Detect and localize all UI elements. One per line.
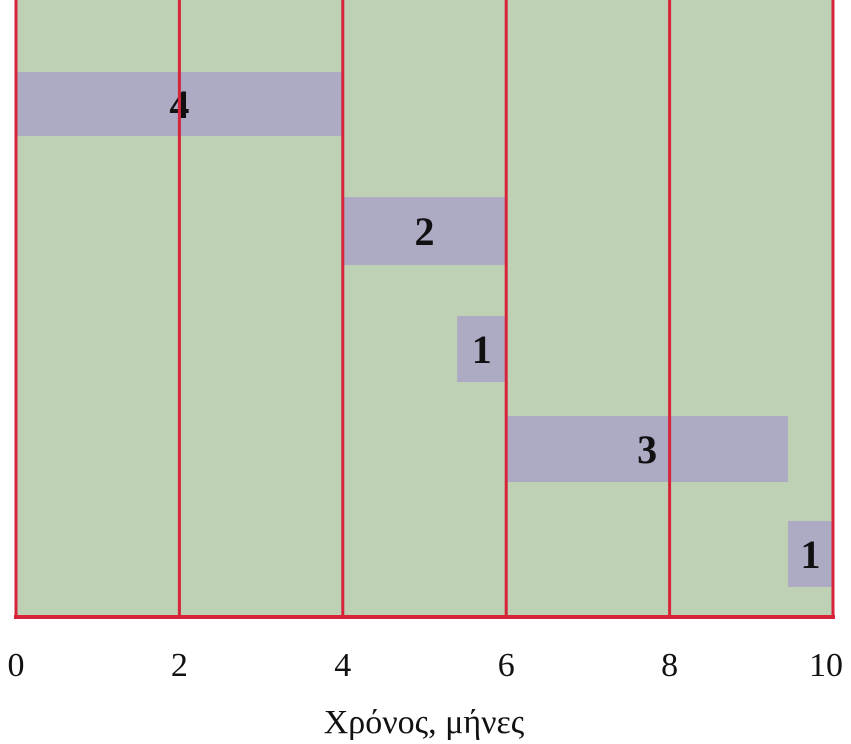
bar-label: 3 (637, 427, 657, 472)
bar-label: 2 (415, 209, 435, 254)
gantt-bar (342, 197, 507, 265)
x-axis-title: Χρόνος, μήνες (324, 704, 525, 741)
x-tick-labels: 0 2 4 6 8 10 (8, 647, 844, 684)
gantt-bar (457, 316, 507, 382)
x-tick-label: 0 (8, 647, 25, 684)
gridlines-layer (14, 0, 835, 619)
gantt-bar (788, 521, 833, 587)
x-tick-label: 8 (661, 647, 678, 684)
x-tick-label: 6 (498, 647, 515, 684)
x-tick-label: 10 (809, 647, 843, 684)
bar-label: 1 (801, 532, 821, 577)
gantt-bar (506, 416, 789, 482)
x-tick-label: 2 (171, 647, 188, 684)
x-tick-label: 4 (334, 647, 351, 684)
bar-label: 1 (472, 327, 492, 372)
